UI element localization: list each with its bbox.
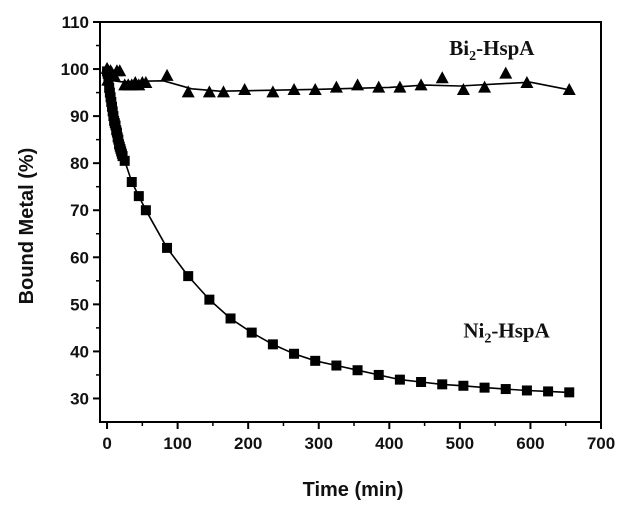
bi2-hspa-fit-line [106, 73, 570, 93]
bi2-hspa-point [266, 85, 280, 98]
bi2-hspa-point [238, 83, 252, 96]
x-tick-label: 500 [446, 434, 474, 453]
ni2-hspa-point [246, 327, 257, 338]
data-markers [100, 61, 576, 398]
ni2-hspa-point [183, 271, 194, 282]
x-tick-label: 0 [102, 434, 111, 453]
ni2-hspa-point [373, 369, 384, 380]
bi2-hspa-point [181, 85, 195, 98]
bi2-hspa-point [393, 80, 407, 93]
bi2-hspa-point [202, 85, 216, 98]
ni2-hspa-point [133, 191, 144, 202]
bi2-hspa-point [478, 80, 492, 93]
bi2-hspa-point [456, 83, 470, 96]
ni2-hspa-point [310, 355, 321, 366]
bi2-hspa-point [499, 66, 513, 79]
y-tick-label: 70 [70, 201, 89, 220]
bi2-hspa-point [435, 71, 449, 84]
ni2-hspa-point [267, 339, 278, 350]
y-tick-label: 50 [70, 295, 89, 314]
ni2-hspa-point [126, 177, 137, 187]
ni2-hspa-point [564, 387, 575, 398]
bi2-hspa-point [351, 78, 365, 91]
ni2-hspa-point [479, 382, 490, 393]
bi2-hspa-point [562, 83, 576, 96]
ni2-hspa-point [331, 360, 342, 371]
ni2-hspa-point [162, 242, 173, 253]
bi2-hspa-point [372, 80, 386, 93]
x-tick-label: 100 [163, 434, 191, 453]
x-tick-label: 600 [516, 434, 544, 453]
y-tick-label: 100 [61, 60, 89, 79]
y-tick-label: 90 [70, 107, 89, 126]
ni2-hspa-point [521, 385, 532, 396]
x-tick-label: 700 [587, 434, 615, 453]
ni2-hspa-point [119, 155, 130, 166]
ni2-hspa-point [500, 384, 511, 395]
ni2-hspa-label: Ni2-HspA [463, 318, 550, 346]
ni2-hspa-point [103, 75, 114, 86]
x-tick-label: 400 [375, 434, 403, 453]
y-tick-label: 60 [70, 248, 89, 267]
bi2-hspa-point [329, 80, 343, 93]
ni2-hspa-point [140, 205, 151, 216]
y-tick-label: 110 [62, 13, 89, 32]
y-tick-label: 30 [70, 389, 89, 408]
plot-frame [99, 21, 602, 423]
ni2-hspa-point [394, 374, 405, 385]
bi2-hspa-point [216, 85, 230, 98]
bi2-hspa-point [139, 75, 153, 88]
series-labels: Bi2-HspA Ni2-HspA [449, 36, 550, 346]
bi2-hspa-point [414, 78, 428, 91]
bi2-hspa-label: Bi2-HspA [449, 36, 535, 64]
bi2-hspa-point [287, 83, 301, 96]
x-axis-title: Time (min) [303, 479, 404, 501]
bi2-hspa-point [520, 75, 534, 88]
ni2-hspa-point [543, 386, 554, 397]
y-tick-label: 80 [70, 154, 89, 173]
bi2-hspa-point [308, 83, 322, 96]
x-tick-label: 200 [234, 434, 262, 453]
y-axis-title: Bound Metal (%) [16, 148, 38, 305]
plot-axes: 0 100 200 300 400 500 600 700 30 40 50 60 70 80 90 100 1… [61, 13, 616, 453]
ni2-hspa-point [289, 348, 300, 359]
x-tick-label: 300 [305, 434, 333, 453]
fit-curves [106, 71, 570, 394]
bi2-hspa-point [113, 64, 127, 77]
y-tick-label: 40 [70, 342, 89, 361]
bi2-hspa-point [160, 68, 174, 81]
ni2-hspa-point [204, 294, 215, 305]
ni2-hspa-point [437, 379, 448, 390]
ni2-hspa-point [225, 313, 236, 324]
ni2-hspa-point [102, 68, 113, 79]
ni2-hspa-point [416, 377, 427, 387]
ni2-hspa-point [458, 380, 469, 391]
ni2-hspa-point [352, 365, 363, 376]
ni2-hspa-fit-line [106, 71, 570, 394]
